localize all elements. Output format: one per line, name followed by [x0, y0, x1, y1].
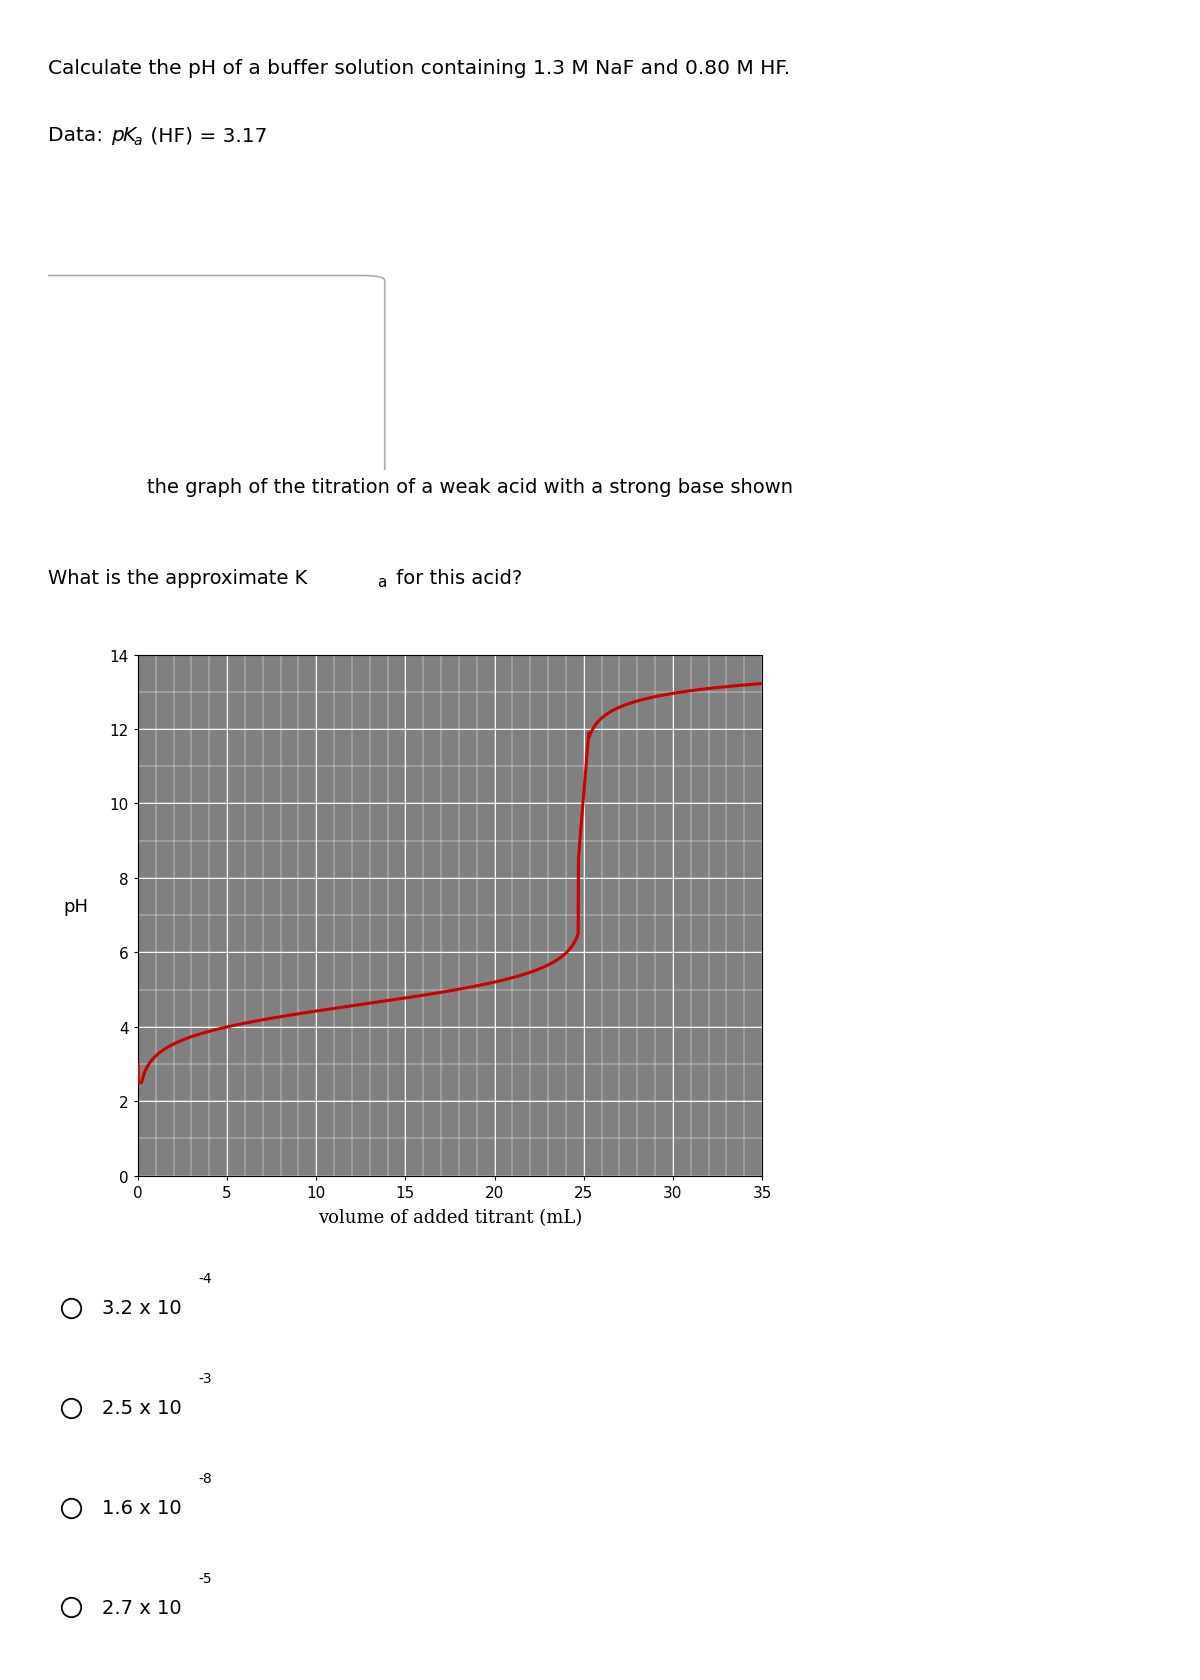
Text: Calculate the pH of a buffer solution containing 1.3 M NaF and 0.80 M HF.: Calculate the pH of a buffer solution co…: [48, 59, 790, 77]
Text: -3: -3: [198, 1371, 211, 1386]
Text: (HF) = 3.17: (HF) = 3.17: [144, 126, 268, 144]
Text: What is the approximate K: What is the approximate K: [48, 568, 307, 588]
X-axis label: volume of added titrant (mL): volume of added titrant (mL): [318, 1208, 582, 1226]
FancyBboxPatch shape: [26, 277, 385, 475]
Text: a: a: [377, 575, 386, 590]
Y-axis label: pH: pH: [64, 897, 88, 916]
Text: 2.5 x 10: 2.5 x 10: [102, 1398, 181, 1418]
Text: 2.7 x 10: 2.7 x 10: [102, 1598, 181, 1616]
Text: 1.6 x 10: 1.6 x 10: [102, 1499, 181, 1517]
Text: Data:: Data:: [48, 126, 109, 144]
Text: -5: -5: [198, 1571, 211, 1584]
Text: a: a: [133, 134, 142, 148]
Text: K: K: [122, 126, 136, 144]
Text: the graph of the titration of a weak acid with a strong base shown: the graph of the titration of a weak aci…: [148, 479, 793, 497]
Text: p: p: [110, 126, 124, 144]
Text: -4: -4: [198, 1272, 211, 1285]
Text: for this acid?: for this acid?: [390, 568, 522, 588]
Text: -8: -8: [198, 1472, 211, 1485]
Text: 3.2 x 10: 3.2 x 10: [102, 1299, 181, 1317]
